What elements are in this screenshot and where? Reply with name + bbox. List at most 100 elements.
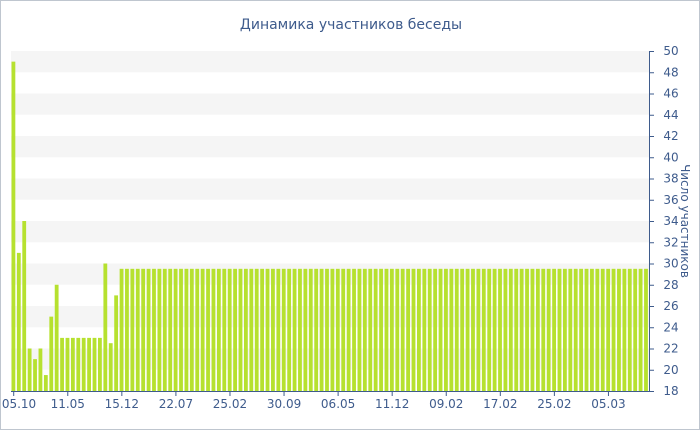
bar-45	[254, 268, 259, 391]
bar-99	[546, 268, 551, 391]
y-tick-label: 48	[663, 65, 678, 79]
y-tick-label: 40	[663, 150, 678, 164]
bar-28	[162, 268, 167, 391]
bar-115	[633, 268, 638, 391]
x-tick-label: 15.12	[105, 397, 139, 411]
y-tick-label: 20	[663, 363, 678, 377]
bar-29	[168, 268, 173, 391]
grid-band	[11, 51, 649, 73]
bar-93	[514, 268, 519, 391]
bar-67	[373, 268, 378, 391]
bar-9	[60, 337, 64, 392]
bar-95	[525, 268, 529, 391]
bar-41	[233, 268, 237, 391]
bar-3	[27, 348, 32, 391]
y-axis-title: Число участников	[678, 164, 692, 278]
bar-37	[211, 268, 216, 391]
y-tick-label: 50	[663, 44, 678, 58]
x-tick-label: 22.07	[159, 397, 193, 411]
bar-87	[481, 268, 486, 391]
y-tick-label: 34	[663, 214, 678, 228]
bar-59	[330, 268, 335, 391]
bar-65	[362, 268, 367, 391]
bar-85	[471, 268, 475, 391]
bar-80	[444, 268, 448, 391]
bar-89	[492, 268, 497, 391]
bar-40	[227, 268, 232, 391]
bar-64	[357, 268, 362, 391]
y-tick-label: 44	[663, 108, 678, 122]
bar-18	[108, 343, 113, 391]
bar-2	[22, 221, 27, 391]
bar-0	[11, 61, 16, 392]
bar-50	[281, 268, 286, 391]
bar-105	[579, 268, 584, 391]
grid-band	[11, 136, 649, 158]
x-tick-label: 11.12	[375, 397, 409, 411]
bar-66	[368, 268, 373, 391]
bar-42	[238, 268, 243, 391]
y-axis-ticks: 18 20 22 24 26 28 30 32 34 36 38 40 42 44 46 48 50	[649, 44, 679, 398]
bar-117	[644, 268, 648, 391]
y-tick-label: 24	[663, 320, 678, 334]
bar-52	[292, 268, 297, 391]
bar-30	[173, 268, 178, 391]
bar-84	[465, 268, 470, 391]
bar-27	[157, 268, 162, 391]
bar-54	[303, 268, 308, 391]
bar-44	[249, 268, 254, 391]
bar-63	[352, 268, 356, 391]
bar-94	[519, 268, 524, 391]
bar-7	[49, 316, 54, 392]
bar-53	[298, 268, 302, 391]
bar-12	[76, 337, 81, 392]
bar-31	[179, 268, 183, 391]
y-tick-label: 38	[663, 172, 678, 186]
bar-74	[411, 268, 416, 391]
bar-114	[627, 268, 632, 391]
x-axis-ticks: 05.10 11.05 15.12 22.07 25.02 30.09 06.05 11.12…	[2, 391, 626, 411]
grid-band	[11, 221, 649, 243]
bar-26	[152, 268, 156, 391]
grid-band	[11, 178, 649, 200]
bar-73	[406, 268, 410, 391]
bar-103	[568, 268, 573, 391]
x-tick-label: 09.02	[429, 397, 463, 411]
bar-97	[535, 268, 540, 391]
bar-75	[417, 268, 421, 391]
bar-4	[33, 359, 37, 392]
y-tick-label: 18	[663, 384, 678, 398]
bar-57	[319, 268, 324, 391]
bar-11	[70, 337, 75, 392]
bar-25	[146, 268, 151, 391]
bar-112	[617, 268, 621, 391]
x-tick-label: 05.10	[2, 397, 36, 411]
bar-46	[260, 268, 265, 391]
bar-83	[460, 268, 465, 391]
bar-19	[114, 295, 119, 392]
bar-108	[595, 268, 600, 391]
bar-71	[395, 268, 400, 391]
bar-76	[422, 268, 427, 391]
x-tick-label: 11.05	[51, 397, 85, 411]
y-tick-label: 32	[663, 235, 678, 249]
bar-98	[541, 268, 546, 391]
bar-91	[503, 268, 508, 391]
bar-102	[562, 268, 567, 391]
bar-110	[606, 268, 611, 391]
x-tick-label: 06.05	[321, 397, 355, 411]
bar-22	[130, 268, 135, 391]
bar-32	[184, 268, 189, 391]
bar-96	[530, 268, 535, 391]
bar-62	[346, 268, 351, 391]
y-tick-label: 46	[663, 87, 678, 101]
bar-60	[335, 268, 340, 391]
bar-113	[622, 268, 627, 391]
bar-78	[433, 268, 438, 391]
bar-81	[449, 268, 454, 391]
bar-106	[584, 268, 589, 391]
bar-23	[135, 268, 140, 391]
y-tick-label: 28	[663, 278, 678, 292]
